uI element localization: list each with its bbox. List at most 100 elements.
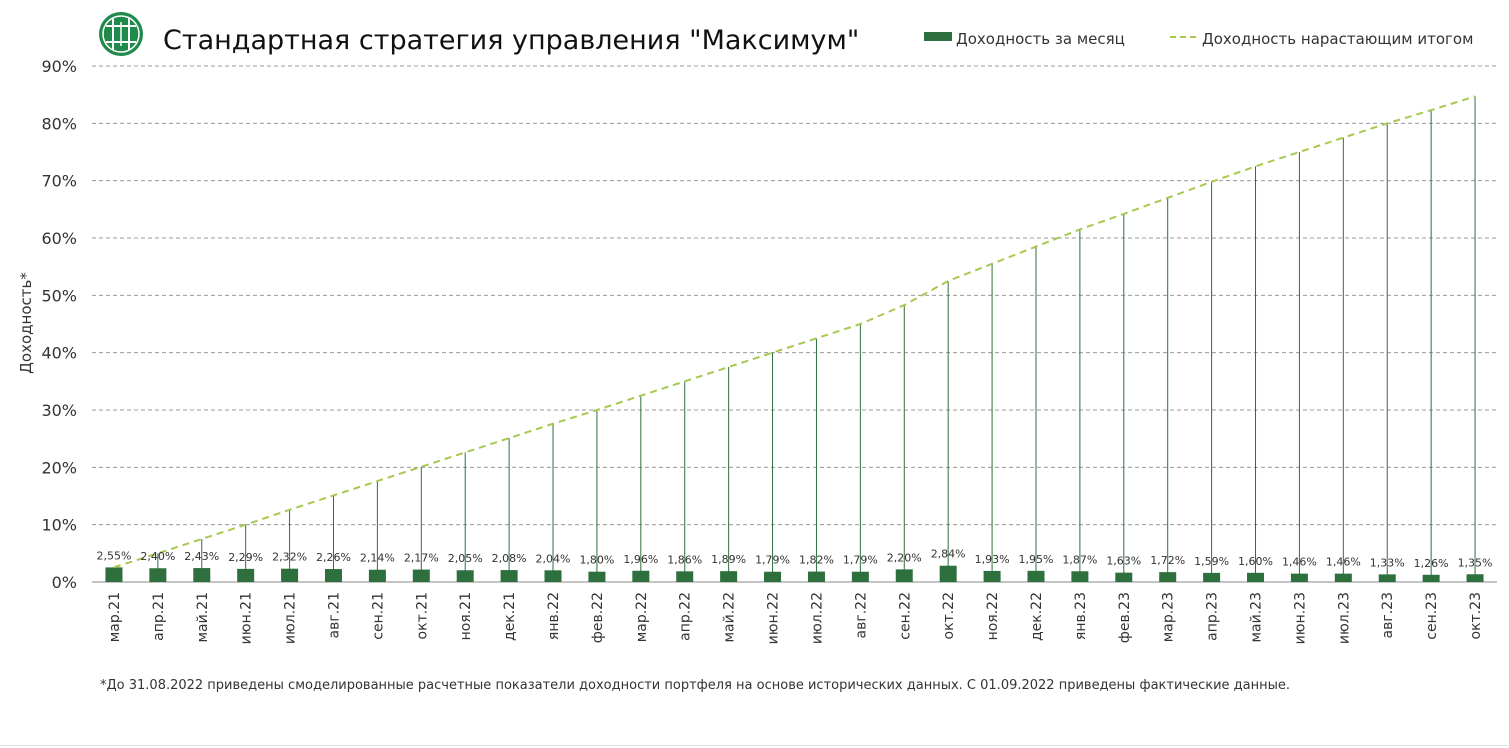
y-tick-label: 40% xyxy=(41,344,77,363)
monthly-bar xyxy=(193,568,211,582)
x-tick-label: июн.21 xyxy=(239,592,255,644)
bar-data-label: 2,29% xyxy=(228,551,263,564)
x-tick-label: сен.23 xyxy=(1424,592,1440,640)
bar-data-labels: 2,55% 2,40% 2,43% 2,29% 2,32% 2,26% 2,14% 2,17%… xyxy=(96,548,1492,570)
x-tick-label: дек.22 xyxy=(1029,592,1045,641)
x-tick-label: янв.23 xyxy=(1073,592,1089,640)
company-logo-icon xyxy=(99,12,143,56)
monthly-bar xyxy=(632,570,650,582)
bar-data-label: 2,04% xyxy=(536,552,571,565)
monthly-bar xyxy=(105,567,123,582)
y-axis-label: Доходность* xyxy=(17,272,35,374)
x-tick-label: апр.21 xyxy=(151,592,167,641)
bar-data-label: 1,33% xyxy=(1370,556,1405,569)
monthly-bar xyxy=(764,571,782,582)
monthly-bar xyxy=(1466,574,1484,582)
y-tick-label: 90% xyxy=(41,57,77,76)
bar-data-label: 2,20% xyxy=(887,551,922,564)
x-tick-label: мар.23 xyxy=(1161,592,1177,642)
monthly-bar xyxy=(720,571,738,582)
monthly-bar xyxy=(1378,574,1396,582)
cumulative-stems xyxy=(113,96,1476,582)
x-tick-label: ноя.22 xyxy=(985,592,1001,640)
bar-data-label: 1,82% xyxy=(799,554,834,567)
bar-data-label: 1,60% xyxy=(1238,555,1273,568)
y-tick-label: 20% xyxy=(41,458,77,477)
bar-data-label: 2,84% xyxy=(931,548,966,561)
x-tick-label: апр.23 xyxy=(1205,592,1221,641)
x-tick-label: сен.21 xyxy=(370,592,386,640)
x-tick-label: фев.22 xyxy=(590,592,606,643)
monthly-bar xyxy=(544,570,562,582)
monthly-bar xyxy=(1334,573,1352,582)
legend-bar-label: Доходность за месяц xyxy=(956,30,1125,48)
bar-data-label: 1,46% xyxy=(1282,556,1317,569)
legend: Доходность за месяц Доходность нарастающ… xyxy=(924,30,1473,48)
y-tick-label: 0% xyxy=(52,573,77,592)
bar-data-label: 2,32% xyxy=(272,551,307,564)
x-tick-label: июн.22 xyxy=(766,592,782,644)
x-tick-label: окт.23 xyxy=(1468,592,1484,639)
bar-data-label: 2,14% xyxy=(360,552,395,565)
monthly-bar xyxy=(1247,572,1265,582)
x-tick-label: июн.23 xyxy=(1292,592,1308,644)
bar-data-label: 1,86% xyxy=(667,553,702,566)
x-tick-label: июл.23 xyxy=(1336,592,1352,644)
x-tick-label: окт.22 xyxy=(941,592,957,639)
bar-data-label: 2,55% xyxy=(96,549,131,562)
x-tick-label: фев.23 xyxy=(1117,592,1133,643)
monthly-bar xyxy=(237,568,255,582)
x-tick-label: янв.22 xyxy=(546,592,562,640)
y-tick-label: 80% xyxy=(41,114,77,133)
monthly-bar xyxy=(939,565,957,582)
grid xyxy=(92,65,1497,583)
x-tick-label: сен.22 xyxy=(897,592,913,640)
bar-data-label: 2,40% xyxy=(140,550,175,563)
bar-data-label: 1,63% xyxy=(1106,555,1141,568)
monthly-bar xyxy=(895,569,913,582)
bar-data-label: 2,26% xyxy=(316,551,351,564)
monthly-bar xyxy=(1027,570,1045,582)
bar-data-label: 1,93% xyxy=(975,553,1010,566)
cumulative-line xyxy=(113,95,1476,569)
monthly-bar xyxy=(1203,572,1221,582)
bar-data-label: 1,59% xyxy=(1194,555,1229,568)
bar-data-label: 2,17% xyxy=(404,552,439,565)
x-tick-label: окт.21 xyxy=(414,592,430,639)
monthly-bars xyxy=(105,565,1484,582)
monthly-bar xyxy=(1290,573,1308,582)
legend-bar-swatch xyxy=(924,32,952,41)
y-axis-ticks: 0% 10% 20% 30% 40% 50% 60% 70% 80% 90% xyxy=(41,57,77,592)
monthly-bar xyxy=(588,571,606,582)
y-tick-label: 70% xyxy=(41,172,77,191)
chart-title: Стандартная стратегия управления "Максим… xyxy=(163,25,859,56)
bar-data-label: 2,05% xyxy=(448,552,483,565)
monthly-bar xyxy=(1071,571,1089,582)
x-tick-label: ноя.21 xyxy=(458,592,474,640)
monthly-bar xyxy=(676,571,694,582)
x-tick-label: апр.22 xyxy=(678,592,694,641)
x-tick-label: мар.21 xyxy=(107,592,123,642)
monthly-bar xyxy=(500,570,518,582)
y-tick-label: 10% xyxy=(41,516,77,535)
x-tick-label: июл.22 xyxy=(809,592,825,644)
bar-data-label: 2,08% xyxy=(492,552,527,565)
monthly-bar xyxy=(456,570,474,582)
x-tick-label: авг.21 xyxy=(326,592,342,638)
bar-data-label: 1,72% xyxy=(1150,554,1185,567)
y-tick-label: 60% xyxy=(41,229,77,248)
monthly-bar xyxy=(149,568,167,582)
y-tick-label: 30% xyxy=(41,401,77,420)
bar-data-label: 1,87% xyxy=(1062,553,1097,566)
x-tick-label: май.22 xyxy=(722,592,738,643)
monthly-bar xyxy=(851,571,869,582)
x-tick-label: авг.22 xyxy=(853,592,869,638)
bar-data-label: 1,46% xyxy=(1326,556,1361,569)
legend-line-label: Доходность нарастающим итогом xyxy=(1202,30,1473,48)
bar-data-label: 2,43% xyxy=(184,550,219,563)
bar-data-label: 1,79% xyxy=(843,554,878,567)
bar-data-label: 1,80% xyxy=(579,554,614,567)
x-tick-label: май.23 xyxy=(1249,592,1265,643)
divider xyxy=(0,745,1509,746)
